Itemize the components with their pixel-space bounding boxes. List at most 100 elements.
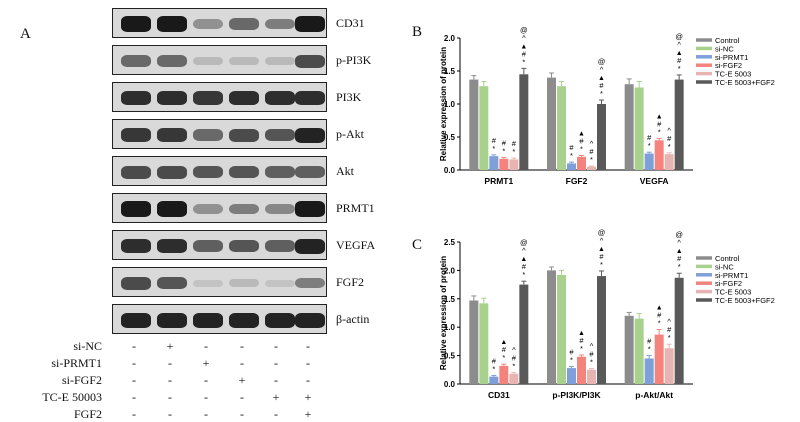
blot-strip: [112, 8, 327, 38]
blot-band: [265, 312, 295, 328]
blot-band: [229, 312, 259, 328]
legend-label: TC-E 5003: [715, 288, 751, 297]
significance-mark: @: [598, 228, 606, 237]
bar: [519, 284, 529, 384]
significance-mark: ^: [600, 65, 604, 74]
blot-band: [157, 128, 187, 142]
significance-mark: *: [502, 146, 505, 155]
blot-strip: [112, 156, 327, 186]
blot-band: [265, 204, 295, 214]
treatment-sign: +: [304, 390, 312, 404]
significance-mark: #: [657, 310, 662, 319]
panel-label-c: C: [412, 237, 423, 253]
blot-band: [295, 312, 325, 328]
significance-mark: *: [570, 151, 573, 160]
blot-strip: [112, 304, 327, 334]
significance-mark: #: [579, 136, 584, 145]
bar: [509, 373, 519, 384]
blot-band: [265, 166, 295, 178]
significance-mark: #: [579, 336, 584, 345]
bar: [499, 158, 509, 170]
x-tick-label: p-Akt/Akt: [635, 390, 673, 400]
significance-mark: *: [600, 89, 603, 98]
bar: [597, 276, 606, 384]
blot-band: [121, 16, 151, 32]
blot-band: [157, 201, 187, 217]
x-tick-label: p-PI3K/PI3K: [552, 390, 601, 400]
treatment-sign: +: [238, 373, 246, 387]
blot-band: [193, 129, 223, 141]
significance-mark: ▲: [500, 339, 507, 346]
y-tick-label: 2.0: [444, 34, 456, 43]
blot-label: p-PI3K: [336, 53, 372, 67]
significance-mark: ^: [512, 346, 516, 355]
blot-strip: [112, 193, 327, 223]
blot-band: [193, 19, 223, 29]
legend-label: si-NC: [715, 262, 734, 271]
bar: [479, 303, 489, 384]
treatment-sign: -: [132, 390, 136, 404]
legend-label: TC-E 5003: [715, 70, 751, 79]
y-tick-label: 2.0: [444, 266, 456, 275]
treatment-sign: -: [306, 356, 310, 370]
bar: [577, 156, 586, 170]
bar: [547, 270, 556, 384]
significance-mark: #: [502, 345, 507, 354]
significance-mark: #: [589, 147, 594, 156]
blot-band: [295, 127, 325, 143]
treatment-sign: +: [272, 390, 280, 404]
blot-band: [295, 277, 325, 289]
bar: [489, 376, 499, 384]
blot-strip: [112, 45, 327, 75]
significance-mark: ^: [600, 236, 604, 245]
blot-band: [193, 312, 223, 328]
panel-label-a: A: [20, 26, 31, 42]
treatment-sign: -: [240, 356, 244, 370]
treatment-sign: -: [204, 407, 208, 421]
bar: [674, 277, 684, 384]
significance-mark: *: [512, 147, 515, 156]
blot-band: [157, 16, 187, 32]
treatment-label: si-PRMT1: [51, 356, 102, 370]
treatment-sign: -: [240, 339, 244, 353]
blot-band: [193, 91, 223, 105]
significance-mark: #: [667, 134, 672, 143]
significance-mark: @: [598, 57, 606, 66]
blot-band: [121, 55, 151, 67]
significance-mark: *: [580, 144, 583, 153]
treatment-sign: -: [132, 356, 136, 370]
blot-band: [295, 90, 325, 106]
significance-mark: *: [522, 57, 525, 66]
y-tick-label: 1.0: [444, 100, 456, 109]
significance-mark: *: [658, 318, 661, 327]
blot-band: [121, 128, 151, 142]
treatment-sign: -: [274, 407, 278, 421]
blot-strip: [112, 119, 327, 149]
blot-label: FGF2: [336, 275, 365, 289]
significance-mark: *: [590, 155, 593, 164]
y-tick-label: 1.5: [444, 67, 456, 76]
blot-label: PI3K: [336, 90, 362, 104]
significance-mark: #: [569, 347, 574, 356]
significance-mark: #: [647, 337, 652, 346]
treatment-sign: -: [168, 390, 172, 404]
treatment-sign: +: [202, 356, 210, 370]
x-tick-label: PRMT1: [484, 176, 513, 186]
bar: [664, 154, 674, 170]
y-tick-label: 0.0: [444, 166, 456, 175]
bar: [644, 153, 654, 170]
bar-chart-c: 0.0 0.5 1.0 1.5 2.0 2.5 Relative expression of…: [439, 228, 775, 400]
treatment-sign: -: [240, 390, 244, 404]
bar: [557, 274, 566, 384]
blot-band: [157, 276, 187, 290]
y-tick-label: 1.0: [444, 323, 456, 332]
significance-mark: #: [502, 138, 507, 147]
blot-band: [121, 312, 151, 328]
significance-mark: #: [589, 350, 594, 359]
blot-label: CD31: [336, 16, 365, 30]
blot-strip: [112, 267, 327, 297]
significance-mark: *: [502, 353, 505, 362]
blot-band: [229, 203, 259, 215]
blot-band: [121, 90, 151, 106]
blot-band: [295, 54, 325, 68]
